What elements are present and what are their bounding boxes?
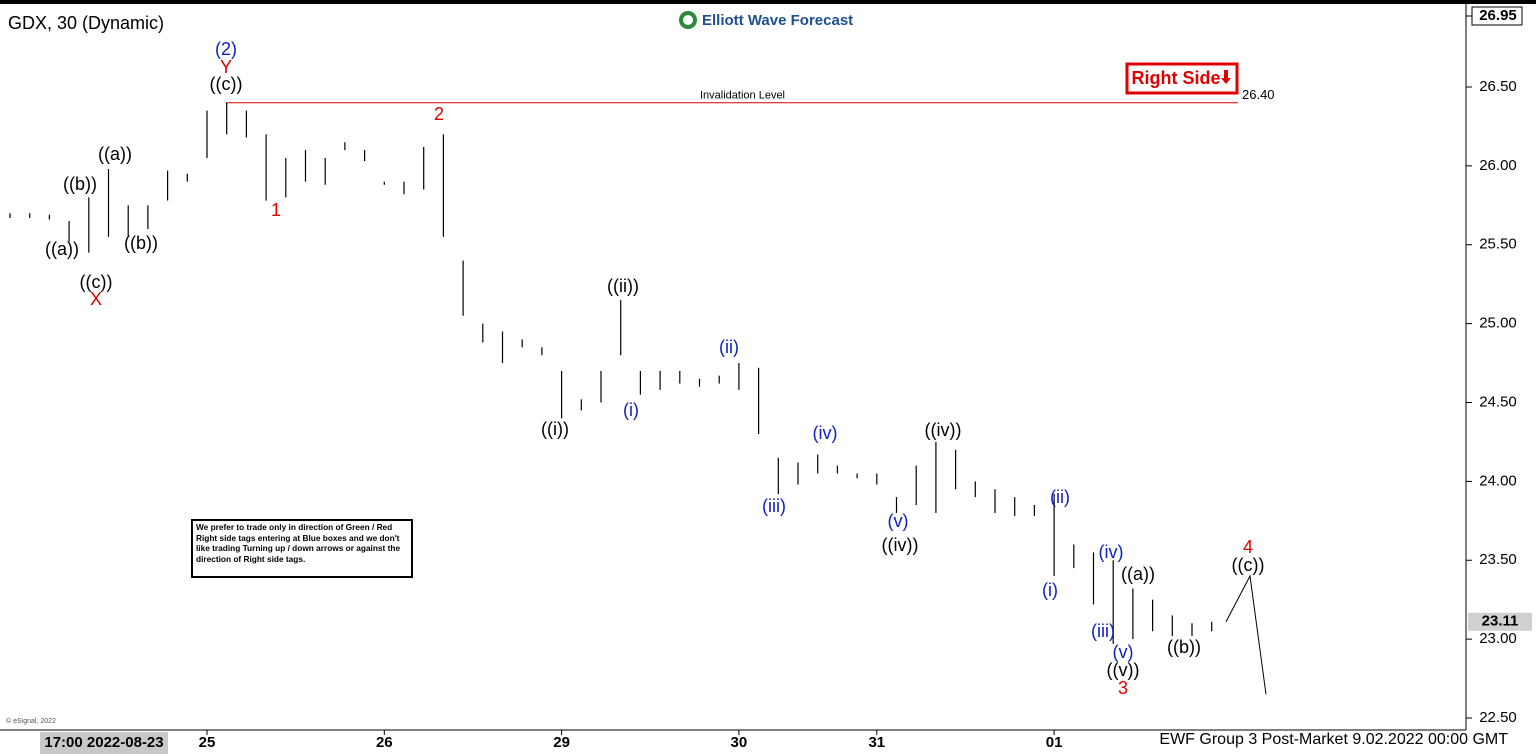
right-side-arrow xyxy=(1221,70,1231,84)
wave-label: (iii) xyxy=(1091,621,1115,641)
last-price: 23.11 xyxy=(1482,613,1519,630)
cursor-box xyxy=(40,732,168,754)
x-tick-label: 01 xyxy=(1046,734,1063,751)
wave-label: (iii) xyxy=(762,496,786,516)
note-wrap: We prefer to trade only in direction of … xyxy=(196,522,401,564)
y-tick-label: 23.50 xyxy=(1479,551,1517,568)
x-tick-label: 29 xyxy=(553,734,570,751)
wave-label: (ii) xyxy=(719,337,739,357)
wave-label: ((iv)) xyxy=(882,535,919,555)
wave-label: (ii) xyxy=(1050,487,1070,507)
y-tick-box xyxy=(1471,6,1523,26)
wave-label: 1 xyxy=(271,200,281,220)
y-tick-label: 26.00 xyxy=(1479,157,1517,174)
wave-label: Y xyxy=(220,57,232,77)
right-side-label: Right Side xyxy=(1132,68,1221,88)
wave-label: (iv) xyxy=(813,423,838,443)
last-price-box xyxy=(1468,612,1532,631)
wave-label: 4 xyxy=(1243,537,1253,557)
y-tick-label: 25.50 xyxy=(1479,236,1517,253)
wave-label: X xyxy=(90,289,102,309)
note: We prefer to trade only in direction of … xyxy=(196,522,401,564)
y-tick-label: 23.00 xyxy=(1479,630,1517,647)
y-tick-label: 22.50 xyxy=(1479,709,1517,726)
x-tick-label: 26 xyxy=(376,734,393,751)
right-side-box xyxy=(1125,62,1239,95)
wave-label: 2 xyxy=(434,104,444,124)
wave-label: ((c)) xyxy=(210,74,243,94)
wave-label: (v) xyxy=(1113,642,1134,662)
brand: Elliott Wave Forecast xyxy=(702,12,853,29)
cursor-label: 17:00 2022-08-23 xyxy=(44,734,163,751)
y-tick-label: 24.00 xyxy=(1479,472,1517,489)
wave-label: (2) xyxy=(215,39,237,59)
wave-label: ((c)) xyxy=(80,272,113,292)
y-tick-label: 25.00 xyxy=(1479,315,1517,332)
footer: EWF Group 3 Post-Market 9.02.2022 00:00 … xyxy=(1159,731,1508,748)
copyright: © eSignal, 2022 xyxy=(6,717,56,725)
y-tick-label: 24.50 xyxy=(1479,393,1517,410)
wave-label: ((a)) xyxy=(1121,564,1155,584)
wave-label: ((a)) xyxy=(98,144,132,164)
wave-label: ((c)) xyxy=(1232,555,1265,575)
brand-logo-inner xyxy=(683,15,693,25)
wave-label: ((b)) xyxy=(63,174,97,194)
wave-label: ((b)) xyxy=(124,233,158,253)
wave-label: ((b)) xyxy=(1167,637,1201,657)
invalidation-value: 26.40 xyxy=(1242,87,1275,102)
chart-title: GDX, 30 (Dynamic) xyxy=(8,13,164,33)
wave-label: ((i)) xyxy=(541,419,569,439)
footer-bg xyxy=(0,731,1536,756)
top-border xyxy=(0,0,1536,4)
wave-label: ((v)) xyxy=(1107,660,1140,680)
invalidation-label: Invalidation Level xyxy=(700,90,785,102)
x-tick-label: 25 xyxy=(199,734,216,751)
wave-label: ((iv)) xyxy=(925,420,962,440)
wave-label: ((a)) xyxy=(45,239,79,259)
x-tick-label: 30 xyxy=(731,734,748,751)
x-tick-label: 31 xyxy=(868,734,885,751)
wave-label: (iv) xyxy=(1099,542,1124,562)
y-tick-label: 26.95 xyxy=(1479,7,1517,24)
wave-label: (i) xyxy=(623,400,639,420)
projection xyxy=(1225,574,1267,695)
wave-label: ((ii)) xyxy=(607,276,639,296)
wave-label: (v) xyxy=(888,511,909,531)
wave-label: (i) xyxy=(1042,580,1058,600)
note-box xyxy=(191,519,413,578)
y-tick-label: 26.50 xyxy=(1479,78,1517,95)
wave-label: 3 xyxy=(1118,678,1128,698)
